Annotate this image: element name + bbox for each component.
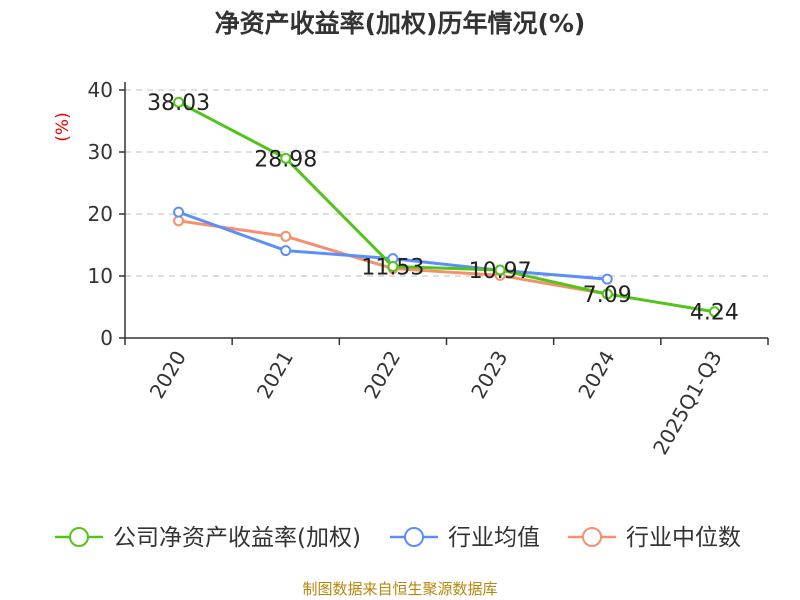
data-point-2: [280, 245, 292, 257]
x-tick-label: 2024: [573, 347, 619, 403]
data-label: 4.24: [690, 301, 739, 326]
y-tick-label: 40: [88, 78, 113, 102]
data-label: 10.97: [469, 259, 532, 284]
data-point-1: [708, 306, 720, 318]
y-tick-label: 20: [88, 202, 113, 226]
data-point-1: [173, 96, 185, 108]
legend-item-label: 公司净资产收益率(加权): [113, 525, 361, 551]
y-axis-label: (%): [53, 112, 73, 141]
data-point-3: [280, 230, 292, 242]
y-tick-label: 0: [100, 326, 113, 350]
legend-item-label: 行业均值: [448, 525, 540, 551]
x-tick-label: 2022: [359, 347, 405, 403]
x-tick-label: 2021: [252, 347, 298, 403]
x-tick-label: 2025Q1-Q3: [648, 347, 727, 459]
data-point-1: [387, 261, 399, 273]
legend-item-label: 行业中位数: [626, 525, 741, 551]
source-note: 制图数据来自恒生聚源数据库: [302, 580, 498, 598]
y-tick-label: 30: [88, 140, 113, 164]
data-label: 38.03: [147, 91, 210, 116]
legend-swatch-marker: [69, 527, 89, 547]
data-point-1: [601, 288, 613, 300]
data-label: 11.53: [361, 256, 424, 281]
data-point-1: [494, 264, 506, 276]
legend-swatch-marker: [582, 527, 602, 547]
chart-title: 净资产收益率(加权)历年情况(%): [214, 9, 586, 38]
series-line-1: [177, 100, 715, 314]
x-tick-label: 2023: [466, 347, 512, 403]
x-tick-label: 2020: [145, 347, 191, 403]
data-point-2: [173, 206, 185, 218]
data-point-1: [280, 152, 292, 164]
y-tick-label: 10: [88, 264, 113, 288]
data-point-2: [601, 273, 613, 285]
data-label: 28.98: [254, 147, 317, 172]
data-point-3: [173, 215, 185, 227]
legend-swatch-marker: [404, 527, 424, 547]
data-label: 7.09: [583, 283, 632, 308]
